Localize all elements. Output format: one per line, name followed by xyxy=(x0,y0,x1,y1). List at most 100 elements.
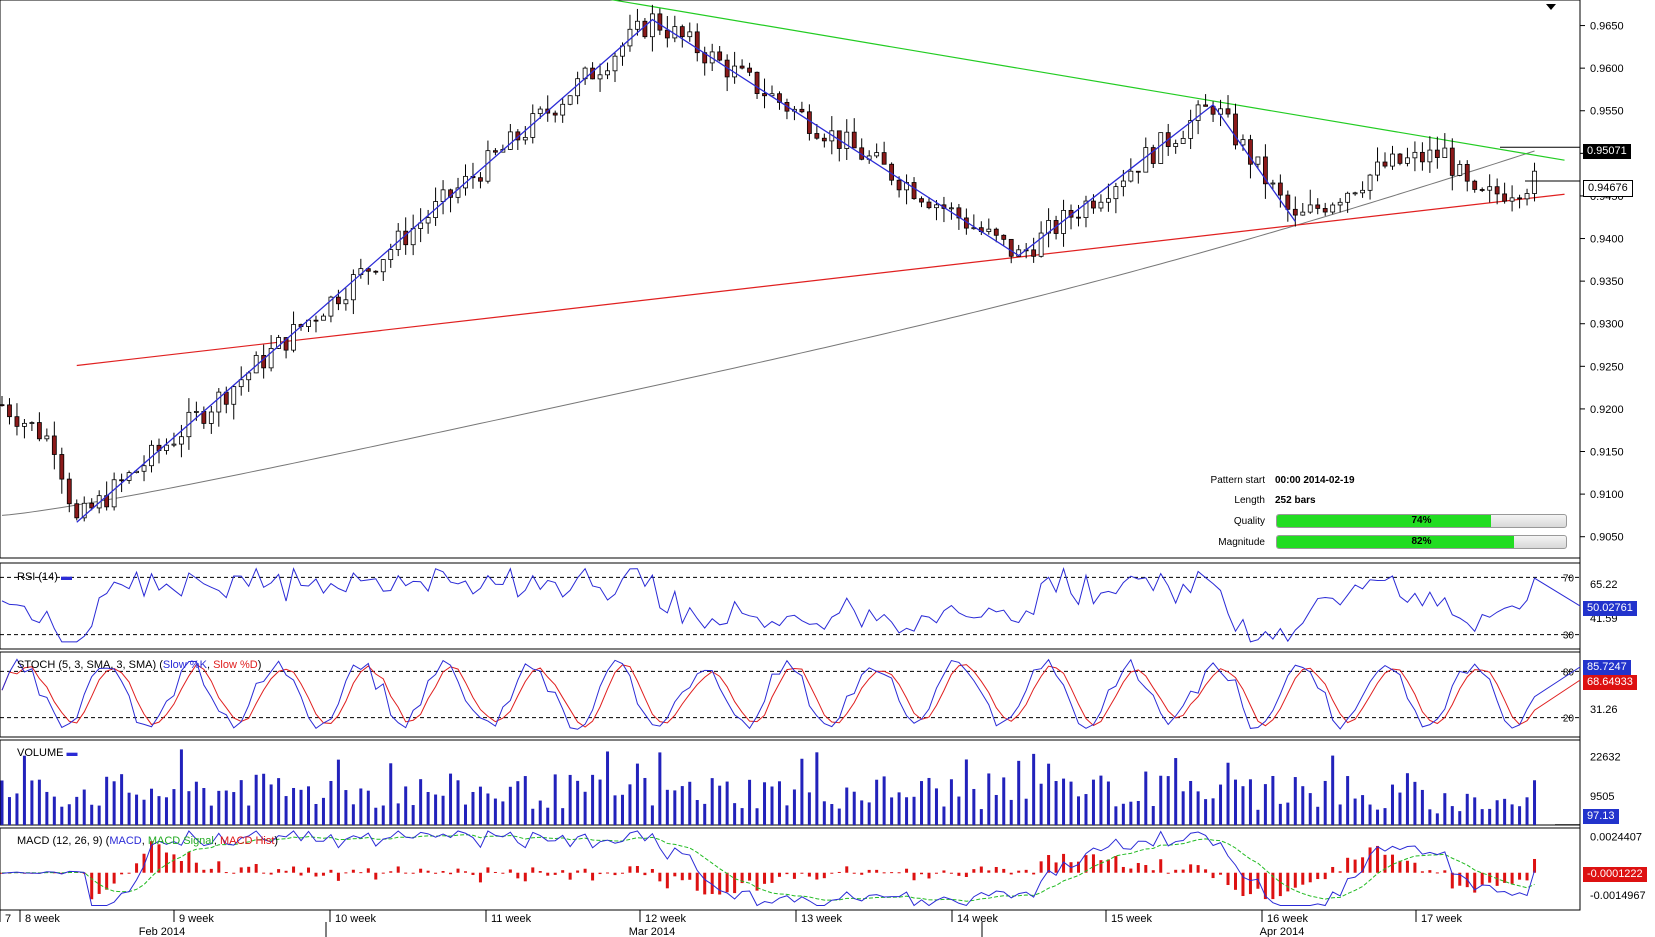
macd-hist-bar xyxy=(411,872,415,874)
candle-body xyxy=(993,228,999,236)
month-label: Feb 2014 xyxy=(139,926,185,937)
volume-bar xyxy=(1174,758,1178,825)
magnitude-bar-fill xyxy=(1277,536,1514,548)
volume-bar xyxy=(404,786,408,825)
volume-bar xyxy=(770,786,774,825)
candle-body xyxy=(1001,234,1007,240)
macd-hist-bar xyxy=(740,872,744,884)
volume-bar xyxy=(852,791,856,825)
volume-bar xyxy=(112,781,116,825)
candle-body xyxy=(66,478,72,505)
macd-hist-bar xyxy=(994,866,998,873)
volume-bar xyxy=(1166,776,1170,825)
macd-hist-bar xyxy=(658,872,662,882)
macd-hist-bar xyxy=(688,872,692,880)
candle-body xyxy=(522,136,528,141)
volume-bar xyxy=(516,781,520,825)
volume-bar xyxy=(1144,771,1148,825)
macd-hist-bar xyxy=(1450,872,1454,889)
macd-hist-bar xyxy=(1233,872,1237,890)
macd-hist-bar xyxy=(434,872,438,874)
volume-bar xyxy=(987,773,991,825)
macd-hist-bar xyxy=(1331,866,1335,873)
candle-body xyxy=(657,13,663,31)
volume-bar xyxy=(830,804,834,825)
macd-hist-bar xyxy=(164,852,168,873)
volume-bar xyxy=(1465,793,1469,825)
volume-bar xyxy=(979,809,983,825)
macd-hist-bar xyxy=(1338,871,1342,873)
volume-bar xyxy=(202,788,206,825)
macd-hist-bar xyxy=(239,867,243,873)
macd-hist-bar xyxy=(1032,872,1036,875)
macd-hist-bar xyxy=(1473,872,1477,893)
macd-hist-bar xyxy=(307,867,311,873)
volume-bar xyxy=(957,796,961,825)
candle-body xyxy=(552,112,558,116)
candle-body xyxy=(926,201,932,209)
candle-body xyxy=(1248,139,1253,165)
volume-bar xyxy=(1263,784,1267,825)
macd-hist-bar xyxy=(1278,872,1282,897)
volume-bar xyxy=(1106,781,1110,825)
candle-body xyxy=(1464,164,1470,182)
rsi-line xyxy=(1,567,1581,643)
support-trendline xyxy=(76,193,1565,367)
rsi-panel-frame xyxy=(0,562,1581,650)
volume-bar xyxy=(247,805,251,825)
candle-body xyxy=(291,324,296,351)
volume-bar xyxy=(1286,802,1290,825)
candle-body xyxy=(1345,192,1351,203)
volume-bar xyxy=(172,789,176,825)
volume-bar xyxy=(508,786,512,825)
candle-body xyxy=(575,78,581,97)
candle-body xyxy=(81,502,87,519)
candle-body xyxy=(1457,164,1463,176)
macd-hist-bar xyxy=(60,872,64,874)
volume-bar xyxy=(1458,811,1462,825)
candle-body xyxy=(350,274,356,301)
candle-body xyxy=(1449,147,1455,176)
candle-body xyxy=(119,479,125,482)
macd-hist-bar xyxy=(97,872,101,894)
volume-bar xyxy=(620,794,624,825)
candle-body xyxy=(956,207,962,219)
volume-bar xyxy=(1450,806,1454,825)
macd-hist-bar xyxy=(329,869,333,873)
macd-hist-bar xyxy=(1077,861,1081,873)
volume-bar xyxy=(1518,806,1522,825)
candle-body xyxy=(762,93,767,97)
candle-body xyxy=(440,189,446,202)
candle-body xyxy=(14,416,20,427)
quality-value: 74% xyxy=(1411,515,1432,526)
macd-hist-bar xyxy=(142,853,146,873)
candle-body xyxy=(1158,132,1164,164)
candle-body xyxy=(694,31,700,54)
volume-bar xyxy=(1368,804,1372,825)
scroll-marker xyxy=(1546,4,1556,10)
macd-hist-bar xyxy=(478,872,482,883)
macd-hist-bar xyxy=(613,872,617,876)
candle-body xyxy=(986,228,992,232)
volume-bar xyxy=(493,798,497,825)
volume-bar xyxy=(613,795,617,825)
volume-bar xyxy=(150,788,154,825)
candle-body xyxy=(164,444,169,451)
rsi-level-label: 30 xyxy=(1563,631,1575,642)
volume-bar xyxy=(606,751,610,825)
stoch-level-label: 20 xyxy=(1563,714,1575,725)
macd-hist-bar xyxy=(1144,865,1148,873)
macd-hist-bar xyxy=(792,872,796,879)
volume-bar xyxy=(576,780,580,825)
price-tick-label: 0.9250 xyxy=(1590,361,1624,373)
volume-bar xyxy=(553,774,557,825)
macd-tick-label: -0.0014967 xyxy=(1590,890,1646,902)
macd-hist-bar xyxy=(1346,857,1350,873)
candle-body xyxy=(597,74,603,80)
volume-bar xyxy=(187,791,191,825)
macd-hist-bar xyxy=(934,872,938,874)
volume-bar xyxy=(471,791,475,825)
candle-body xyxy=(560,103,566,116)
macd-hist-bar xyxy=(1196,865,1200,873)
macd-hist-bar xyxy=(463,871,467,873)
